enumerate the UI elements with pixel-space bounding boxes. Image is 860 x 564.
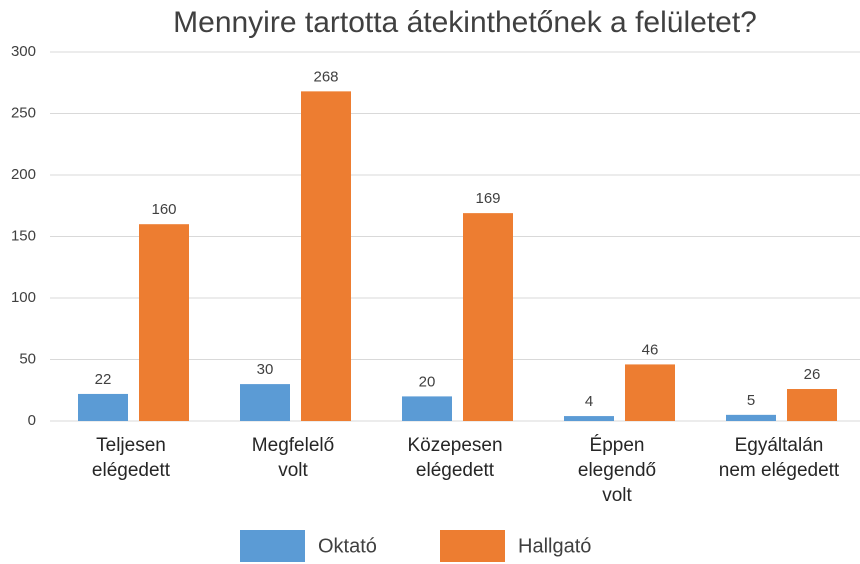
y-tick-label: 0 [28,412,36,429]
x-tick-label: Egyáltalán nem elégedett [718,435,840,481]
y-tick-label: 150 [11,227,36,244]
bar [240,384,290,421]
data-label: 169 [475,190,500,207]
y-tick-label: 100 [11,289,36,306]
legend-label: Oktató [318,535,377,557]
y-tick-label: 200 [11,166,36,183]
data-label: 20 [419,373,436,390]
data-label: 46 [642,341,659,358]
legend-swatch [240,530,305,562]
bar [726,414,776,421]
bar [564,416,614,421]
y-tick-label: 50 [19,350,36,367]
x-tick-label: Teljesen elégedett [91,435,171,481]
bar [301,91,351,422]
bar [402,396,452,421]
bar [139,224,189,421]
x-tick-label: Éppen elegendő volt [577,435,657,506]
x-tick-label: Megfelelő volt [251,435,335,481]
legend-label: Hallgató [518,535,591,557]
bar [78,393,128,421]
data-label: 30 [257,361,274,378]
chart-title: Mennyire tartotta átekinthetőnek a felül… [173,6,757,39]
y-tick-label: 300 [11,43,36,60]
data-label: 268 [313,68,338,85]
data-label: 4 [585,393,593,410]
bar [625,364,675,421]
data-label: 160 [151,201,176,218]
data-label: 5 [747,392,755,409]
bar [463,213,513,421]
x-tick-label: Közepesen elégedett [407,435,503,481]
bar [787,389,837,421]
data-label: 26 [804,366,821,383]
y-tick-label: 250 [11,104,36,121]
data-label: 22 [95,371,112,388]
legend-swatch [440,530,505,562]
